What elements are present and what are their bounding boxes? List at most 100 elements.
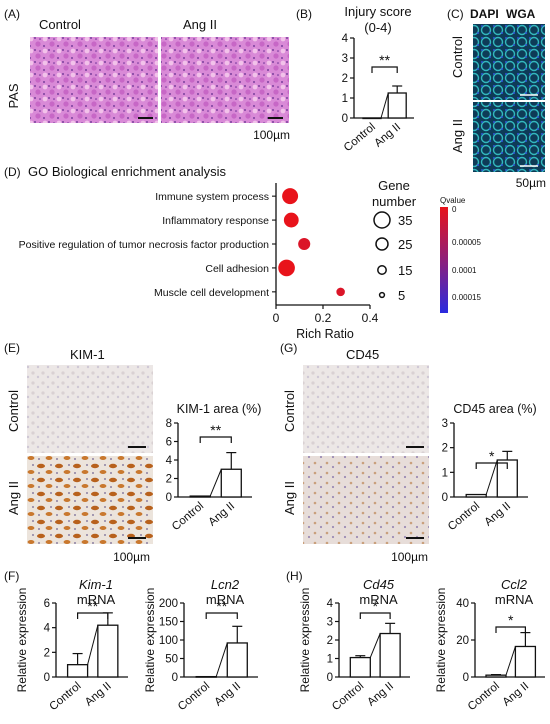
- significance-label: **: [379, 52, 390, 68]
- y-tick-label: 2: [327, 635, 333, 647]
- y-tick-label: 0: [463, 672, 469, 684]
- x-tick-label: Ang II: [206, 500, 237, 529]
- y-tick-label: 4: [342, 33, 349, 45]
- gene-name: Cd45: [363, 577, 395, 592]
- gene-name: Lcn2: [211, 577, 240, 592]
- term-label: Immune system process: [155, 191, 269, 203]
- significance-label: **: [87, 598, 98, 614]
- panel-a-stain-label: PAS: [6, 83, 21, 108]
- gene-unit: mRNA: [359, 592, 398, 607]
- y-tick-label: 100: [159, 635, 178, 647]
- x-tick-label: 0.2: [315, 311, 332, 325]
- y-tick-label: 0: [172, 672, 178, 684]
- y-tick-label: 6: [44, 598, 50, 610]
- trend-line: [505, 646, 516, 676]
- term-label: Muscle cell development: [154, 287, 269, 299]
- size-legend-circle-35: [373, 211, 391, 229]
- term-label: Inflammatory response: [162, 215, 269, 227]
- qvalue-colorbar: [440, 207, 448, 313]
- significance-bracket: [205, 612, 238, 619]
- significance-bracket: [475, 462, 508, 469]
- trend-line: [369, 633, 381, 658]
- bar-ang-ii: [97, 624, 119, 678]
- y-tick-label: 3: [442, 418, 448, 430]
- bubble-2: [283, 212, 299, 228]
- trend-line: [87, 625, 99, 665]
- color-tick-3: 0.00015: [452, 293, 481, 302]
- go-enrichment-chart: 0 0.2 0.4 Rich Ratio Immune system process In…: [19, 183, 379, 341]
- gene-unit: mRNA: [206, 592, 245, 607]
- y-tick-label: 50: [165, 654, 178, 666]
- cd45-control-image: [303, 365, 429, 453]
- y-tick-label: 2: [442, 443, 448, 455]
- y-tick-label: 1: [442, 467, 448, 479]
- panel-c-scale-label: 50µm: [516, 176, 546, 190]
- panel-label-d: (D): [4, 165, 21, 179]
- color-tick-0: 0: [452, 205, 457, 214]
- x-tick-label: Ang II: [83, 680, 114, 709]
- trend-line: [209, 469, 222, 497]
- bar-control: [189, 495, 211, 498]
- bar-ang-ii: [387, 92, 407, 119]
- panel-label-a: (A): [4, 7, 20, 21]
- panel-label-g: (G): [280, 341, 297, 355]
- bar-ang-ii: [514, 645, 537, 678]
- y-tick-label: 3: [327, 617, 333, 629]
- significance-label: *: [489, 448, 495, 464]
- panel-e-marker: KIM-1: [70, 347, 105, 362]
- significance-bracket: [199, 436, 232, 443]
- panel-label-e: (E): [4, 341, 20, 355]
- bubble-4: [278, 259, 295, 277]
- bubble-5: [336, 287, 345, 297]
- panel-e-row-control: Control: [6, 390, 21, 432]
- panel-c-row-control: Control: [450, 36, 465, 78]
- y-axis-label: Relative expression: [434, 588, 448, 693]
- significance-label: *: [372, 598, 378, 614]
- y-tick-label: 0: [342, 113, 348, 125]
- x-tick-label: Control: [176, 680, 212, 713]
- cd45-area-chart: 0 1 2 3 Control Ang II * CD45 area (%): [442, 402, 537, 533]
- bar-control: [195, 675, 217, 678]
- x-tick-label: Control: [466, 680, 502, 713]
- panel-a-col-ang: Ang II: [183, 17, 217, 32]
- y-tick-label: 1: [327, 654, 333, 666]
- panel-g-row-ang: Ang II: [282, 481, 297, 515]
- panel-d-title: GO Biological enrichment analysis: [28, 164, 226, 179]
- y-tick-label: 4: [44, 623, 51, 635]
- x-tick-label: 0: [273, 311, 280, 325]
- y-axis-label: Relative expression: [298, 588, 312, 693]
- size-legend-title-1: Gene: [378, 178, 410, 193]
- size-legend-circle-15: [377, 265, 387, 275]
- y-axis-label: Relative expression: [143, 588, 157, 693]
- panel-c-legend-wga: WGA: [506, 7, 536, 21]
- panel-a-col-control: Control: [39, 17, 81, 32]
- cd45-angii-image: [303, 456, 429, 544]
- significance-bracket: [371, 66, 398, 73]
- significance-label: **: [210, 422, 221, 438]
- y-tick-label: 4: [166, 455, 173, 467]
- chart-title: CD45 area (%): [453, 402, 536, 416]
- y-tick-label: 4: [327, 598, 334, 610]
- y-tick-label: 6: [166, 437, 172, 449]
- y-tick-label: 2: [44, 647, 50, 659]
- significance-bracket: [359, 612, 391, 619]
- chart-title: KIM-1 area (%): [177, 402, 262, 416]
- bubble-3: [298, 237, 311, 251]
- y-tick-label: 200: [159, 598, 178, 610]
- panel-c-row-ang: Ang II: [450, 119, 465, 153]
- x-tick-label: Ang II: [365, 680, 396, 709]
- x-tick-label: Ang II: [372, 121, 403, 150]
- x-tick-label: Control: [170, 500, 206, 533]
- pas-control-image: [30, 37, 158, 123]
- size-legend-title-2: number: [372, 194, 417, 209]
- gene-name: Ccl2: [501, 577, 528, 592]
- bar-ang-ii: [379, 632, 401, 678]
- size-legend-15: 15: [398, 263, 412, 278]
- size-legend-circle-5: [378, 291, 386, 299]
- panel-a-scale-label: 100µm: [253, 128, 290, 142]
- size-legend-circle-25: [375, 237, 389, 251]
- x-tick-label: Control: [446, 500, 482, 533]
